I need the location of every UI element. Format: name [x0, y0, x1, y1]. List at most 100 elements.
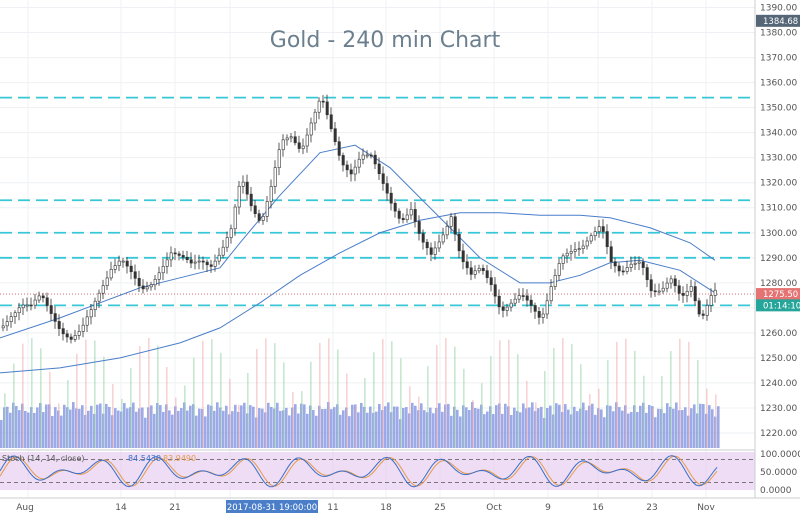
candle-body — [685, 291, 689, 296]
ma-layer — [0, 144, 716, 374]
volume-bar — [591, 403, 594, 448]
candle-body — [353, 166, 357, 175]
candle-body — [705, 305, 709, 316]
candle-body — [505, 306, 509, 311]
x-tick-label: Oct — [486, 503, 502, 513]
candle-body — [561, 255, 565, 264]
volume-spike — [400, 358, 402, 448]
volume-bar — [564, 404, 567, 448]
candle-body — [693, 286, 697, 302]
candle-body — [333, 128, 337, 143]
candle-body — [509, 302, 513, 308]
volume-spike — [490, 356, 492, 448]
candle-body — [621, 270, 625, 273]
volume-bar — [333, 407, 336, 448]
candle-body — [369, 154, 373, 157]
volume-bar — [522, 403, 525, 448]
volume-bar — [234, 404, 237, 448]
candle-body — [281, 139, 285, 151]
candle-body — [609, 246, 613, 263]
y-tick-label: 1370.00 — [760, 54, 797, 64]
candle-body — [61, 328, 65, 335]
candle-body — [413, 209, 417, 222]
candle-body — [633, 262, 637, 265]
candle-body — [349, 169, 353, 175]
volume-bar — [648, 404, 651, 448]
oscillator-tick-label: 100.0000 — [760, 450, 800, 460]
candle-body — [137, 278, 141, 287]
volume-spike — [184, 385, 186, 448]
volume-bar — [150, 405, 153, 448]
volume-bar — [195, 415, 198, 448]
candle-body — [429, 247, 433, 255]
candle-body — [637, 261, 641, 264]
candle-body — [261, 216, 265, 221]
volume-bar — [474, 408, 477, 448]
volume-spike — [427, 366, 429, 448]
volume-bar — [135, 411, 138, 448]
volume-bar — [360, 402, 363, 448]
volume-spike — [616, 341, 618, 448]
candle-body — [397, 210, 401, 219]
oscillator-panel: Stoch (14, 14, close) 84.5430 83.9490 — [0, 452, 755, 490]
volume-spike — [301, 391, 303, 448]
candle-body — [41, 295, 45, 299]
volume-spike — [274, 343, 276, 448]
volume-bar — [600, 409, 603, 448]
candle-body — [409, 209, 413, 216]
oscillator-value-1: 84.5430 — [128, 454, 161, 463]
last-price-tag-bg — [756, 288, 800, 301]
candle-body — [389, 192, 393, 204]
candle-body — [481, 267, 485, 271]
candle-body — [245, 181, 249, 195]
volume-spike — [202, 340, 204, 448]
volume-bar — [357, 412, 360, 448]
candle-body — [233, 206, 237, 230]
y-tick-label: 1250.00 — [760, 354, 797, 364]
volume-spike — [193, 357, 195, 448]
candle-body — [437, 241, 441, 249]
volume-bar — [573, 406, 576, 448]
candle-body — [229, 228, 233, 238]
candle-body — [521, 295, 525, 297]
candle-body — [445, 225, 449, 236]
candle-body — [109, 268, 113, 279]
volume-spike — [364, 378, 366, 448]
y-tick-label: 1290.00 — [760, 254, 797, 264]
volume-bar — [528, 407, 531, 448]
oscillator-tick-label: 0.0000 — [760, 486, 792, 496]
candle-body — [417, 221, 421, 234]
volume-bar — [366, 412, 369, 448]
candle-body — [605, 231, 609, 248]
volume-spike — [157, 345, 159, 448]
volume-bar — [177, 410, 180, 448]
volume-spike — [580, 364, 582, 448]
volume-bar — [378, 403, 381, 448]
volume-bar — [24, 410, 27, 448]
candle-body — [45, 297, 49, 306]
candle-body — [149, 284, 153, 288]
volume-spike — [346, 373, 348, 448]
volume-bar — [144, 417, 147, 448]
volume-bar — [117, 410, 120, 448]
volume-spike — [94, 340, 96, 448]
candle-body — [89, 309, 93, 318]
volume-bar — [276, 402, 279, 448]
candle-body — [589, 235, 593, 242]
candle-body — [9, 316, 13, 322]
volume-bar — [27, 412, 30, 448]
volume-bar — [663, 413, 666, 448]
candle-body — [165, 259, 169, 267]
candle-body — [1, 325, 5, 329]
volume-bar — [627, 413, 630, 448]
candle-body — [529, 299, 533, 306]
volume-spike — [4, 393, 6, 448]
x-tick-label: Aug — [16, 503, 34, 513]
candle-body — [473, 270, 477, 275]
volume-spike — [238, 404, 240, 448]
y-tick-label: 1340.00 — [760, 129, 797, 139]
high-price-tag-bg — [756, 14, 800, 27]
y-tick-label: 1310.00 — [760, 204, 797, 214]
volume-bar — [393, 406, 396, 448]
